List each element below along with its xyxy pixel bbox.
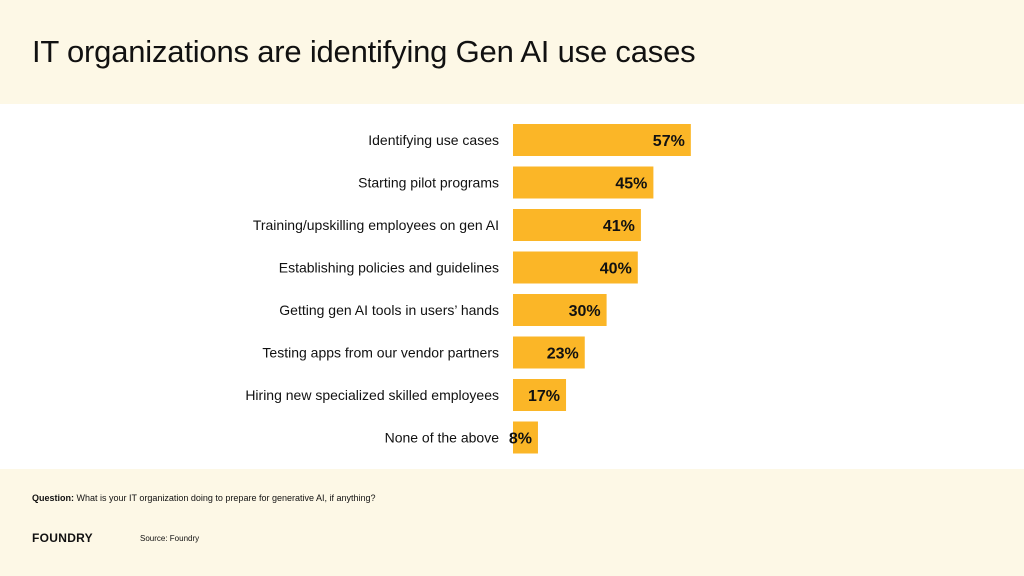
category-label: Training/upskilling employees on gen AI [253,217,499,233]
bar-5 [513,336,585,369]
chart-panel: Identifying use cases 57% Starting pilot p… [0,104,1024,469]
category-label: Hiring new specialized skilled employees [245,387,499,403]
category-label: Getting gen AI tools in users’ hands [279,302,499,318]
source-note: Source: Foundry [140,534,200,543]
page-title: IT organizations are identifying Gen AI … [32,34,696,69]
survey-question: Question: What is your IT organization d… [32,493,376,503]
bar-3 [513,251,638,284]
bar-2 [513,209,641,241]
bar-chart: Identifying use cases 57% Starting pilot p… [245,124,691,454]
category-label: Testing apps from our vendor partners [262,345,499,361]
value-label: 30% [569,303,601,320]
bar-7 [513,421,538,454]
question-text: What is your IT organization doing to pr… [76,493,376,503]
value-label: 17% [528,388,560,405]
value-label: 8% [509,431,532,448]
value-label: 57% [653,133,685,150]
bar-6 [513,379,567,411]
footer: Question: What is your IT organization d… [0,469,1024,576]
category-label: None of the above [385,430,500,446]
value-label: 45% [615,176,647,193]
category-label: Identifying use cases [368,132,499,148]
category-label: Establishing policies and guidelines [279,260,499,276]
value-label: 41% [603,218,635,235]
foundry-logo: FOUNDRY [32,531,93,545]
question-label: Question: [32,493,74,503]
value-label: 23% [547,346,579,363]
header: IT organizations are identifying Gen AI … [0,0,1024,104]
value-label: 40% [600,261,632,278]
bar-1 [513,166,654,199]
bar-0 [513,124,691,156]
bar-4 [513,294,607,326]
category-label: Starting pilot programs [358,175,499,191]
